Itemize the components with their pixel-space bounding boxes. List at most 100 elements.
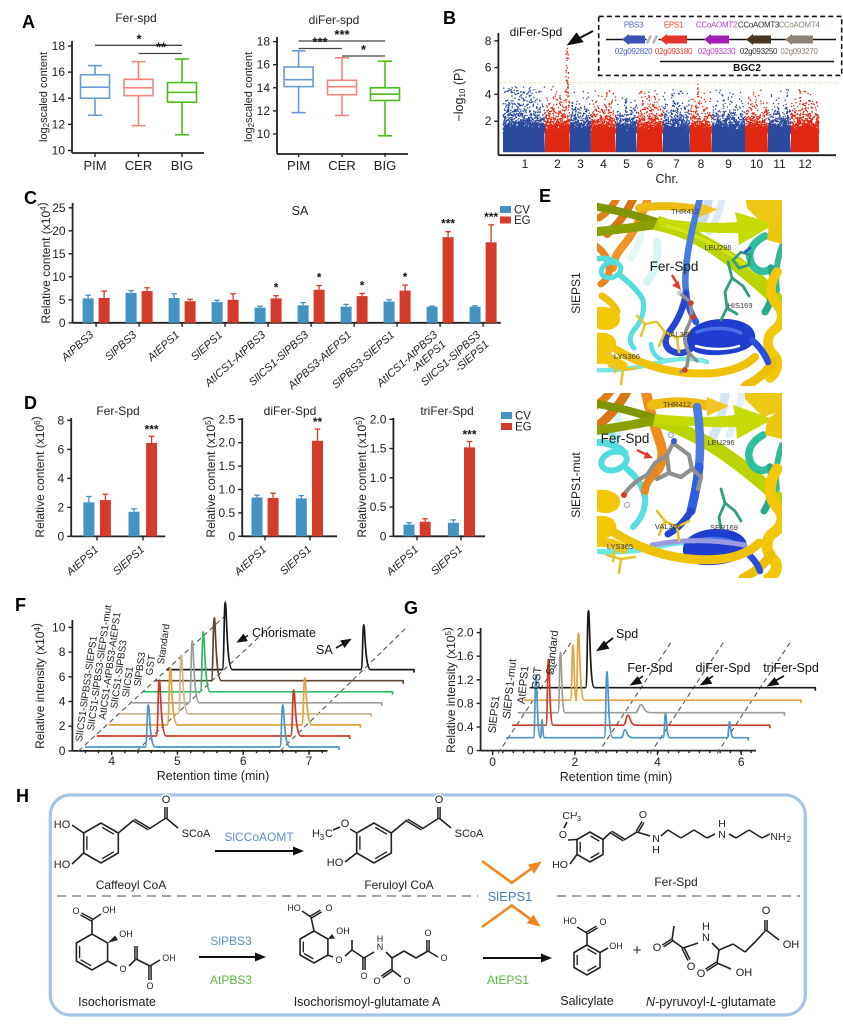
svg-text:*: *: [317, 271, 322, 285]
svg-text:diFer-spd: diFer-spd: [309, 13, 360, 27]
svg-text:**: **: [313, 415, 323, 429]
svg-text:OH: OH: [336, 926, 350, 936]
svg-text:2: 2: [554, 157, 561, 171]
svg-text:Fer-spd: Fer-spd: [115, 11, 156, 25]
svg-text:Fer-Spd: Fer-Spd: [650, 259, 699, 274]
svg-text:***: ***: [312, 35, 328, 50]
svg-text:O: O: [72, 906, 79, 916]
svg-text:diFer-Spd: diFer-Spd: [510, 25, 563, 39]
svg-text:02g093250: 02g093250: [740, 47, 778, 56]
svg-text:Relative content (x105): Relative content (x105): [351, 416, 369, 537]
svg-text:6: 6: [647, 157, 654, 171]
svg-text:6: 6: [240, 754, 247, 768]
svg-text:O: O: [403, 976, 410, 986]
svg-text:SlEPS1: SlEPS1: [429, 544, 465, 578]
svg-text:CV: CV: [515, 411, 531, 423]
svg-text:GST: GST: [144, 654, 158, 676]
svg-text:diFer-Spd: diFer-Spd: [264, 404, 317, 418]
svg-text:N: N: [377, 942, 384, 952]
svg-text:HO: HO: [287, 903, 301, 913]
svg-text:SlEPS1: SlEPS1: [569, 272, 583, 314]
svg-text:VAL366: VAL366: [655, 522, 681, 531]
svg-text:Fer-Spd: Fer-Spd: [96, 404, 139, 418]
svg-text:SlEPS1: SlEPS1: [278, 544, 314, 578]
svg-text:AtEPS1: AtEPS1: [384, 544, 421, 579]
svg-text:O: O: [119, 964, 126, 974]
svg-text:AtEPS1: AtEPS1: [64, 544, 101, 579]
svg-text:Retention time (min): Retention time (min): [560, 770, 673, 784]
svg-text:25: 25: [52, 201, 66, 215]
svg-text:2: 2: [571, 755, 578, 769]
svg-text:OH: OH: [783, 939, 800, 951]
svg-text:N: N: [652, 833, 660, 845]
svg-text:*: *: [136, 31, 142, 46]
svg-text:Relative intensity (x105): Relative intensity (x105): [440, 627, 458, 753]
svg-text:N-pyruvoyl-L-glutamate: N-pyruvoyl-L-glutamate: [646, 995, 776, 1009]
svg-text:10: 10: [52, 270, 66, 284]
svg-text:O: O: [341, 818, 350, 830]
svg-text:14: 14: [52, 91, 66, 105]
svg-text:EPS1: EPS1: [664, 21, 684, 30]
svg-text:2.0: 2.0: [457, 626, 474, 640]
svg-text:PBS3: PBS3: [624, 21, 644, 30]
svg-text:0: 0: [58, 529, 65, 543]
svg-text:N: N: [702, 932, 710, 944]
svg-text:AtPBS3: AtPBS3: [59, 329, 97, 365]
svg-text:H: H: [702, 921, 710, 933]
svg-text:3: 3: [577, 157, 584, 171]
svg-text:AtEPS1: AtEPS1: [232, 544, 269, 579]
svg-text:CCoAOMT3: CCoAOMT3: [738, 21, 780, 30]
svg-text:2: 2: [59, 719, 66, 733]
svg-text:O: O: [360, 971, 367, 981]
svg-text:SlCCoAOMT: SlCCoAOMT: [224, 830, 294, 844]
svg-text:Fer-Spd: Fer-Spd: [627, 661, 672, 675]
svg-text:0: 0: [59, 744, 66, 758]
svg-text:***: ***: [334, 27, 350, 42]
svg-text:02g093270: 02g093270: [780, 47, 818, 56]
svg-text:H: H: [652, 844, 660, 856]
svg-text:12: 12: [798, 157, 812, 171]
svg-text:OH: OH: [162, 953, 176, 963]
svg-text:O: O: [599, 917, 606, 927]
svg-text:SCoA: SCoA: [182, 828, 211, 840]
svg-text:SlICS1: SlICS1: [121, 665, 136, 698]
svg-text:10: 10: [52, 144, 66, 158]
svg-text:5: 5: [623, 157, 630, 171]
svg-text:1.2: 1.2: [457, 673, 474, 687]
svg-text:NH: NH: [770, 831, 785, 843]
svg-text:SlPBS3: SlPBS3: [133, 651, 149, 687]
svg-text:AtEPS1: AtEPS1: [516, 665, 532, 705]
svg-text:SER169: SER169: [710, 523, 738, 532]
svg-text:3: 3: [577, 814, 581, 823]
svg-text:1.5: 1.5: [219, 459, 236, 473]
svg-text:SlEPS1: SlEPS1: [487, 695, 503, 734]
svg-text:0.5: 0.5: [370, 500, 387, 514]
svg-text:Spd: Spd: [616, 627, 638, 641]
svg-text:O: O: [373, 976, 380, 986]
svg-text:CV: CV: [514, 205, 530, 217]
svg-text:OH: OH: [609, 941, 623, 951]
svg-text:O: O: [435, 794, 444, 806]
svg-text:LYS365: LYS365: [607, 542, 633, 551]
svg-text:O: O: [639, 809, 647, 821]
svg-text:4: 4: [108, 754, 115, 768]
svg-text:diFer-Spd: diFer-Spd: [696, 661, 751, 675]
svg-text:7: 7: [306, 754, 313, 768]
svg-text:1.6: 1.6: [457, 649, 474, 663]
svg-text:8: 8: [58, 413, 65, 427]
svg-text:0.8: 0.8: [457, 696, 474, 710]
svg-text:6: 6: [59, 670, 66, 684]
svg-text:8: 8: [485, 34, 492, 48]
svg-text:CCoAOMT2: CCoAOMT2: [696, 21, 738, 30]
svg-text:SlEPS1: SlEPS1: [488, 889, 533, 904]
svg-text:−log10 (P): −log10 (P): [452, 68, 467, 121]
svg-text:1.0: 1.0: [219, 483, 236, 497]
svg-text:16: 16: [52, 65, 66, 79]
svg-text:HO: HO: [54, 859, 71, 871]
svg-text:O: O: [762, 905, 771, 917]
svg-text:VAL366: VAL366: [666, 330, 692, 339]
svg-text:02g093180: 02g093180: [655, 47, 693, 56]
svg-text:SlEPS1: SlEPS1: [189, 329, 225, 363]
svg-text:PIM: PIM: [83, 158, 106, 173]
svg-text:HO: HO: [552, 859, 568, 871]
